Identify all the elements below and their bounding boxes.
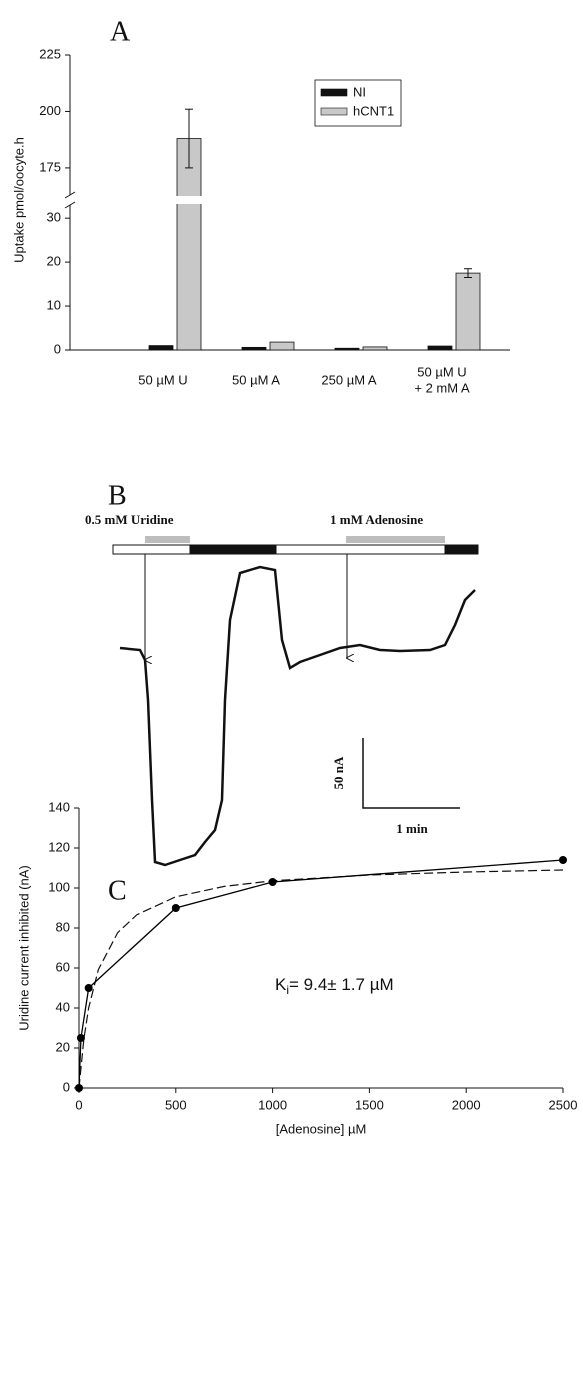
bar	[176, 138, 202, 351]
y-tick-label: 20	[47, 254, 61, 269]
x-tick-label: 500	[165, 1097, 187, 1112]
bar-break-gap	[176, 196, 202, 204]
bar	[334, 347, 360, 351]
panel-label: C	[108, 875, 127, 906]
x-tick-label: 1000	[258, 1097, 287, 1112]
x-tick-label: 2500	[549, 1097, 578, 1112]
highlight	[346, 536, 445, 543]
bar	[362, 346, 388, 351]
x-tick-label: 250 µM A	[321, 372, 377, 387]
current-trace	[119, 565, 476, 867]
x-tick-label: 50 µM U	[417, 364, 466, 379]
annotation: Ki= 9.4± 1.7 µM	[275, 975, 394, 997]
y-tick-label: 120	[48, 839, 70, 854]
y-tick-label: 0	[54, 341, 61, 356]
x-axis-label: [Adenosine] µM	[276, 1121, 367, 1136]
data-point	[559, 856, 567, 864]
x-tick-label: 50 µM A	[232, 372, 280, 387]
data-point	[268, 878, 277, 886]
x-tick-label: 0	[75, 1097, 82, 1112]
legend-box	[314, 79, 402, 127]
y-tick-label: 40	[56, 999, 70, 1014]
y-tick-label: 20	[56, 1039, 70, 1054]
y-tick-label: 30	[47, 210, 61, 225]
legend-label: NI	[353, 84, 366, 99]
bar	[269, 341, 295, 351]
scale-label: 50 nA	[331, 756, 346, 789]
x-tick-label: + 2 mM A	[414, 380, 470, 395]
highlight	[145, 536, 190, 543]
segment	[275, 544, 446, 555]
axis-break	[64, 201, 76, 209]
data-point	[76, 1034, 85, 1042]
annotation-sub: i	[286, 983, 289, 997]
scale-label: 1 min	[396, 821, 428, 836]
legend-swatch	[320, 88, 348, 97]
stimulus-label: 0.5 mM Uridine	[85, 512, 174, 527]
data-point	[75, 1084, 83, 1092]
bar	[148, 345, 174, 351]
y-tick-label: 0	[63, 1079, 70, 1094]
x-tick-label: 2000	[452, 1097, 481, 1112]
stimulus-bar	[112, 536, 479, 555]
y-tick-label: 175	[39, 159, 61, 174]
data-line	[78, 859, 564, 1089]
y-axis-label: Uptake pmol/oocyte.h	[11, 137, 26, 263]
segment	[444, 544, 479, 555]
data-point	[84, 984, 93, 992]
scale-bar	[362, 738, 460, 809]
panel-label: B	[108, 480, 127, 511]
x-tick-label: 1500	[355, 1097, 384, 1112]
legend-swatch	[320, 107, 348, 116]
y-tick-label: 200	[39, 103, 61, 118]
data-point	[171, 904, 180, 912]
y-tick-label: 225	[39, 46, 61, 61]
fit-curve	[78, 869, 564, 1089]
segment	[189, 544, 277, 555]
y-tick-label: 10	[47, 297, 61, 312]
stimulus-label: 1 mM Adenosine	[330, 512, 423, 527]
annotation-rest: = 9.4± 1.7 µM	[289, 975, 394, 994]
segment	[112, 544, 191, 555]
x-tick-label: 50 µM U	[138, 372, 187, 387]
y-tick-label: 100	[48, 879, 70, 894]
annotation-main: K	[275, 975, 287, 994]
bar	[427, 345, 453, 351]
y-tick-label: 80	[56, 919, 70, 934]
y-axis-label: Uridine current inhibited (nA)	[16, 865, 31, 1030]
legend-label: hCNT1	[353, 103, 394, 118]
y-tick-label: 140	[48, 799, 70, 814]
bar	[455, 272, 481, 351]
y-tick-label: 60	[56, 959, 70, 974]
bar	[241, 346, 267, 351]
axis-break	[64, 191, 76, 199]
panel-label: A	[110, 16, 131, 47]
